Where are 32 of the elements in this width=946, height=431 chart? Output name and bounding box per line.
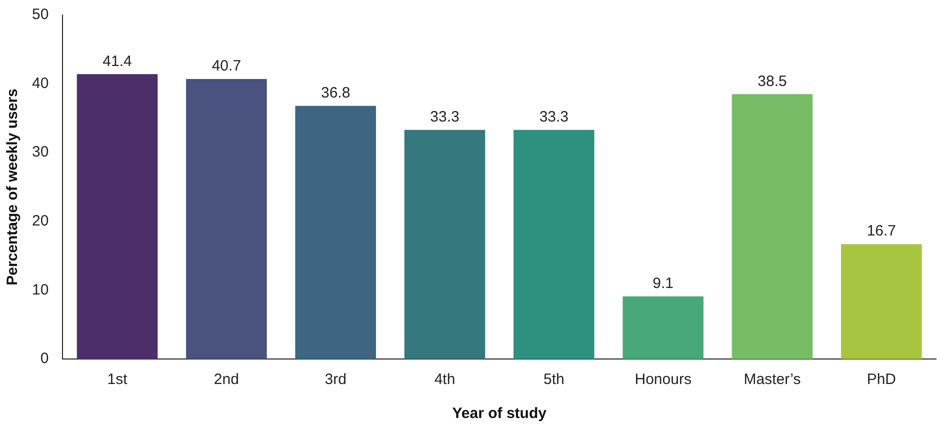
y-tick-label: 10 [32, 281, 49, 298]
x-tick-label: 4th [434, 371, 456, 388]
data-label: 9.1 [652, 275, 674, 292]
y-tick-label: 20 [32, 212, 49, 230]
x-tick-label: 5th [543, 371, 564, 388]
data-label: 38.5 [758, 72, 787, 90]
y-tick-label: 50 [32, 6, 49, 24]
bar [295, 106, 376, 359]
y-tick-label: 30 [32, 144, 49, 161]
data-label: 33.3 [430, 108, 460, 126]
data-label: 16.7 [866, 222, 896, 240]
data-label: 36.8 [320, 84, 350, 102]
data-label: 33.3 [539, 108, 569, 126]
data-label: 40.7 [212, 58, 242, 75]
bar [186, 78, 267, 359]
y-tick-label: 40 [32, 74, 49, 92]
x-tick-label: 1st [107, 371, 128, 388]
x-tick-label: 3rd [324, 371, 346, 388]
x-tick-label: Master’s [744, 371, 801, 388]
y-axis-title: Percentage of weekly users [4, 88, 22, 286]
x-tick-label: Honours [634, 371, 692, 388]
y-tick-label: 0 [40, 350, 49, 368]
x-axis-title: Year of study [452, 405, 548, 422]
bar [514, 130, 594, 359]
bar [732, 94, 813, 359]
x-tick-label: PhD [866, 371, 896, 388]
bar [841, 244, 922, 359]
data-label: 41.4 [102, 52, 132, 70]
x-tick-label: 2nd [214, 371, 239, 388]
bar [76, 74, 158, 359]
bar [622, 296, 704, 359]
bar [404, 130, 486, 359]
